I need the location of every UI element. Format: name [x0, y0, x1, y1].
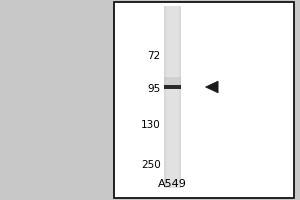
- Bar: [164, 85, 181, 89]
- Bar: [164, 6, 181, 188]
- Bar: [114, 2, 294, 198]
- Text: 250: 250: [141, 160, 160, 170]
- Text: 130: 130: [141, 120, 160, 130]
- Text: 95: 95: [147, 84, 161, 94]
- Bar: [164, 77, 181, 85]
- Text: 72: 72: [147, 51, 161, 61]
- Polygon shape: [206, 81, 218, 93]
- Text: A549: A549: [158, 179, 187, 189]
- Bar: [166, 6, 179, 188]
